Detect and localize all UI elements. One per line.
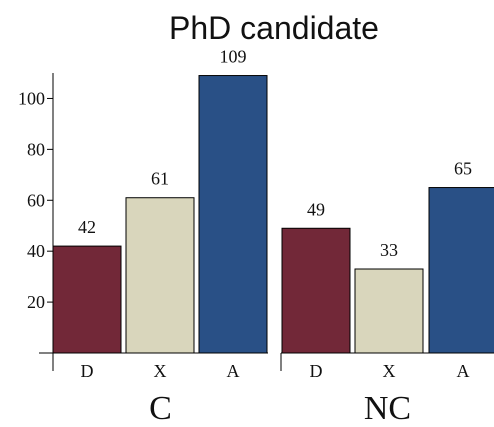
y-axis: 20 40 60 80 100 — [18, 73, 54, 371]
x-category-label: A — [227, 361, 240, 381]
bar-nc-a — [428, 187, 494, 354]
data-label: 65 — [454, 159, 472, 179]
y-tick-label: 80 — [27, 139, 45, 159]
x-category-label: D — [310, 361, 323, 381]
x-category-label: D — [81, 361, 94, 381]
y-tick-label: 40 — [27, 241, 45, 261]
data-label: 33 — [380, 240, 398, 260]
x-category-label: X — [154, 361, 167, 381]
x-group-label: C — [149, 390, 172, 422]
labels-layer: 42 61 109 49 33 65 — [78, 47, 472, 260]
y-tick-label: 20 — [27, 292, 45, 312]
data-label: 42 — [78, 217, 96, 237]
x-category-label: X — [383, 361, 396, 381]
y-tick-label: 60 — [27, 190, 45, 210]
x-axis: D X A C D X A NC — [39, 352, 494, 427]
chart-title: PhD candidate — [169, 10, 379, 46]
x-group-label: NC — [364, 390, 411, 422]
bar-nc-x — [354, 268, 424, 354]
data-label: 49 — [307, 199, 325, 219]
bar-c-x — [125, 197, 195, 354]
y-tick-label: 100 — [18, 88, 45, 108]
x-category-label: A — [457, 361, 470, 381]
bar-c-d — [52, 245, 122, 354]
data-label: 61 — [151, 169, 169, 189]
bar-c-a — [198, 75, 268, 354]
bars-layer — [52, 75, 494, 354]
data-label: 109 — [220, 47, 247, 67]
bar-nc-d — [281, 227, 351, 354]
